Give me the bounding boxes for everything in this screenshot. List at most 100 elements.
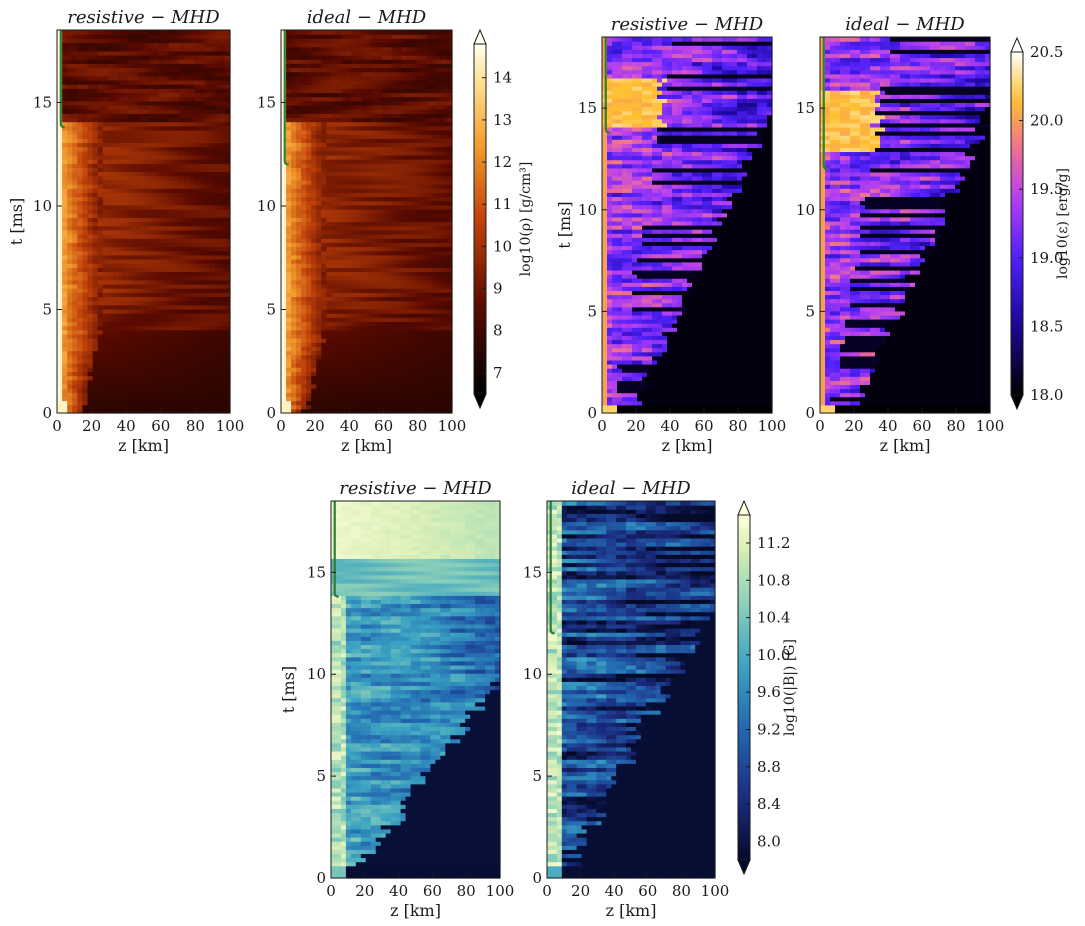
heatmap-cell	[361, 375, 368, 381]
heatmap-cell	[118, 388, 124, 393]
heatmap-cell	[148, 321, 155, 327]
heatmap-cell	[421, 296, 428, 302]
heatmap-cell	[436, 404, 443, 410]
heatmap-cell	[204, 288, 211, 293]
heatmap-cell	[77, 188, 84, 193]
heatmap-cell	[77, 321, 84, 327]
heatmap-cell	[87, 271, 94, 277]
heatmap-cell	[153, 54, 160, 60]
heatmap-cell	[107, 104, 114, 110]
heatmap-cell	[426, 233, 433, 239]
heatmap-cell	[341, 225, 347, 231]
heatmap-cell	[107, 154, 114, 160]
heatmap-cell	[118, 42, 124, 48]
heatmap-cell	[118, 379, 124, 385]
heatmap-cell	[158, 75, 165, 81]
heatmap-cell	[158, 200, 165, 206]
heatmap-cell	[174, 179, 180, 185]
heatmap-cell	[57, 367, 63, 372]
heatmap-cell	[416, 392, 423, 397]
heatmap-cell	[441, 346, 448, 352]
heatmap-cell	[148, 350, 155, 356]
heatmap-cell	[87, 46, 94, 52]
heatmap-cell	[326, 229, 332, 235]
heatmap-cell	[143, 67, 150, 73]
heatmap-cell	[67, 38, 73, 44]
heatmap-cell	[316, 325, 322, 331]
heatmap-cell	[184, 396, 190, 402]
heatmap-cell	[219, 375, 226, 381]
heatmap-cell	[82, 71, 89, 77]
heatmap-cell	[381, 283, 388, 289]
heatmap-cell	[62, 383, 68, 389]
heatmap-cell	[87, 308, 94, 314]
heatmap-cell	[396, 204, 403, 210]
heatmap-cell	[219, 138, 226, 143]
x-tick-label: 0	[52, 417, 62, 435]
heatmap-cell	[67, 142, 73, 148]
heatmap-cell	[128, 367, 134, 372]
heatmap-cell	[128, 171, 134, 177]
heatmap-cell	[143, 134, 150, 139]
heatmap-cell	[209, 267, 216, 273]
heatmap-cell	[158, 150, 165, 156]
heatmap-cell	[209, 238, 216, 243]
heatmap-cell	[416, 233, 423, 239]
heatmap-cell	[346, 375, 353, 381]
heatmap-cell	[321, 392, 327, 397]
heatmap-cell	[97, 246, 104, 252]
heatmap-cell	[194, 163, 201, 168]
heatmap-cell	[179, 84, 185, 89]
heatmap-cell	[87, 75, 94, 81]
heatmap-cell	[179, 42, 185, 48]
heatmap-cell	[214, 254, 221, 260]
heatmap-cell	[406, 308, 413, 314]
heatmap-cell	[67, 383, 73, 389]
heatmap-cell	[112, 396, 119, 402]
heatmap-cell	[92, 100, 99, 106]
heatmap-cell	[128, 184, 134, 189]
heatmap-cell	[406, 388, 413, 393]
heatmap-cell	[431, 233, 438, 239]
heatmap-cell	[179, 371, 185, 377]
heatmap-cell	[406, 238, 413, 243]
heatmap-cell	[306, 333, 312, 339]
heatmap-cell	[371, 363, 378, 368]
heatmap-cell	[163, 188, 170, 193]
heatmap-cell	[158, 246, 165, 252]
heatmap-cell	[92, 363, 99, 368]
heatmap-cell	[112, 242, 119, 248]
heatmap-cell	[194, 325, 201, 331]
heatmap-cell	[92, 159, 99, 164]
heatmap-cell	[281, 317, 287, 323]
heatmap-cell	[158, 171, 165, 177]
heatmap-cell	[148, 50, 155, 56]
heatmap-cell	[123, 400, 129, 406]
heatmap-cell	[224, 34, 231, 39]
heatmap-cell	[396, 313, 403, 318]
heatmap-cell	[391, 363, 398, 368]
heatmap-cell	[168, 317, 175, 323]
heatmap-cell	[168, 200, 175, 206]
heatmap-cell	[123, 42, 129, 48]
heatmap-cell	[199, 296, 206, 302]
heatmap-cell	[107, 159, 114, 164]
heatmap-cell	[219, 121, 226, 127]
heatmap-cell	[356, 246, 363, 252]
heatmap-cell	[62, 71, 68, 77]
heatmap-cell	[381, 225, 388, 231]
heatmap-cell	[281, 275, 287, 281]
heatmap-cell	[321, 258, 327, 264]
heatmap-cell	[67, 175, 73, 181]
heatmap-cell	[436, 325, 443, 331]
heatmap-cell	[138, 346, 145, 352]
heatmap-cell	[446, 250, 453, 256]
heatmap-cell	[361, 321, 368, 327]
heatmap-cell	[62, 200, 68, 206]
heatmap-cell	[168, 296, 175, 302]
heatmap-cell	[214, 379, 221, 385]
heatmap-cell	[376, 267, 383, 273]
heatmap-cell	[311, 200, 317, 206]
heatmap-cell	[87, 325, 94, 331]
heatmap-cell	[112, 84, 119, 89]
